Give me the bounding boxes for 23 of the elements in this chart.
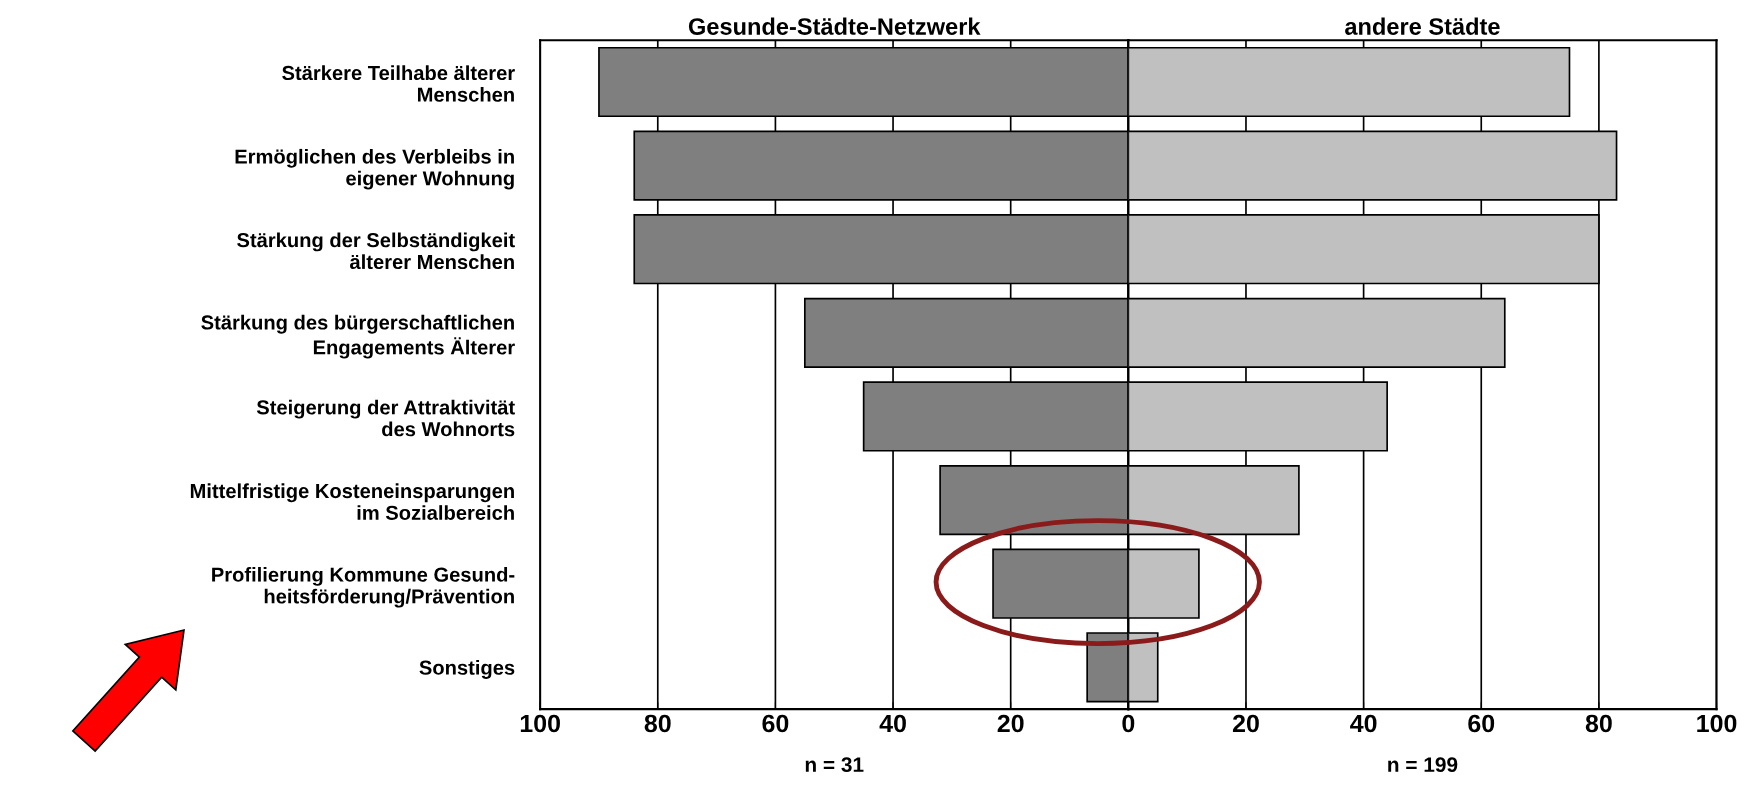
x-tick-label: 40	[1350, 714, 1377, 733]
x-axis-title: n = 199	[1388, 757, 1458, 773]
x-tick-label: 80	[644, 714, 671, 733]
x-tick-label: 100	[1697, 714, 1737, 733]
x-tick-label: 20	[997, 714, 1024, 733]
y-tick-label: Stärkung der Selbständigkeit älterer Menschen	[237, 232, 515, 270]
x-tick-label: 20	[1232, 714, 1259, 733]
x-tick-label: 60	[1468, 714, 1495, 733]
y-tick-label: Steigerung der Attraktivität des Wohnorts	[256, 399, 515, 437]
y-tick-label: Profilierung Kommune Gesund- heitsförderung/Prävention	[212, 566, 515, 608]
y-tick-label: Stärkung des bürgerschaftlichen Engagements Älterer	[201, 314, 515, 359]
x-axis-title: n = 31	[805, 757, 864, 773]
y-tick-label: Sonstiges	[419, 660, 515, 679]
y-tick-label: Mittelfristige Kosteneinsparungen im Sozialbereich	[190, 483, 514, 520]
x-tick-label: 80	[1585, 714, 1612, 733]
x-tick-label: 100	[520, 714, 560, 733]
chart-title: Gesunde-Städte-Netzwerk	[688, 17, 981, 35]
x-tick-label: 40	[879, 714, 906, 733]
y-tick-label: Stärkere Teilhabe älterer Menschen	[282, 65, 515, 102]
y-tick-label: Ermöglichen des Verbleibs in eigener Wohnung	[235, 148, 514, 190]
x-tick-label: 60	[762, 714, 789, 733]
x-tick-label: 0	[1122, 714, 1135, 733]
chart-title: andere Städte	[1345, 17, 1500, 35]
